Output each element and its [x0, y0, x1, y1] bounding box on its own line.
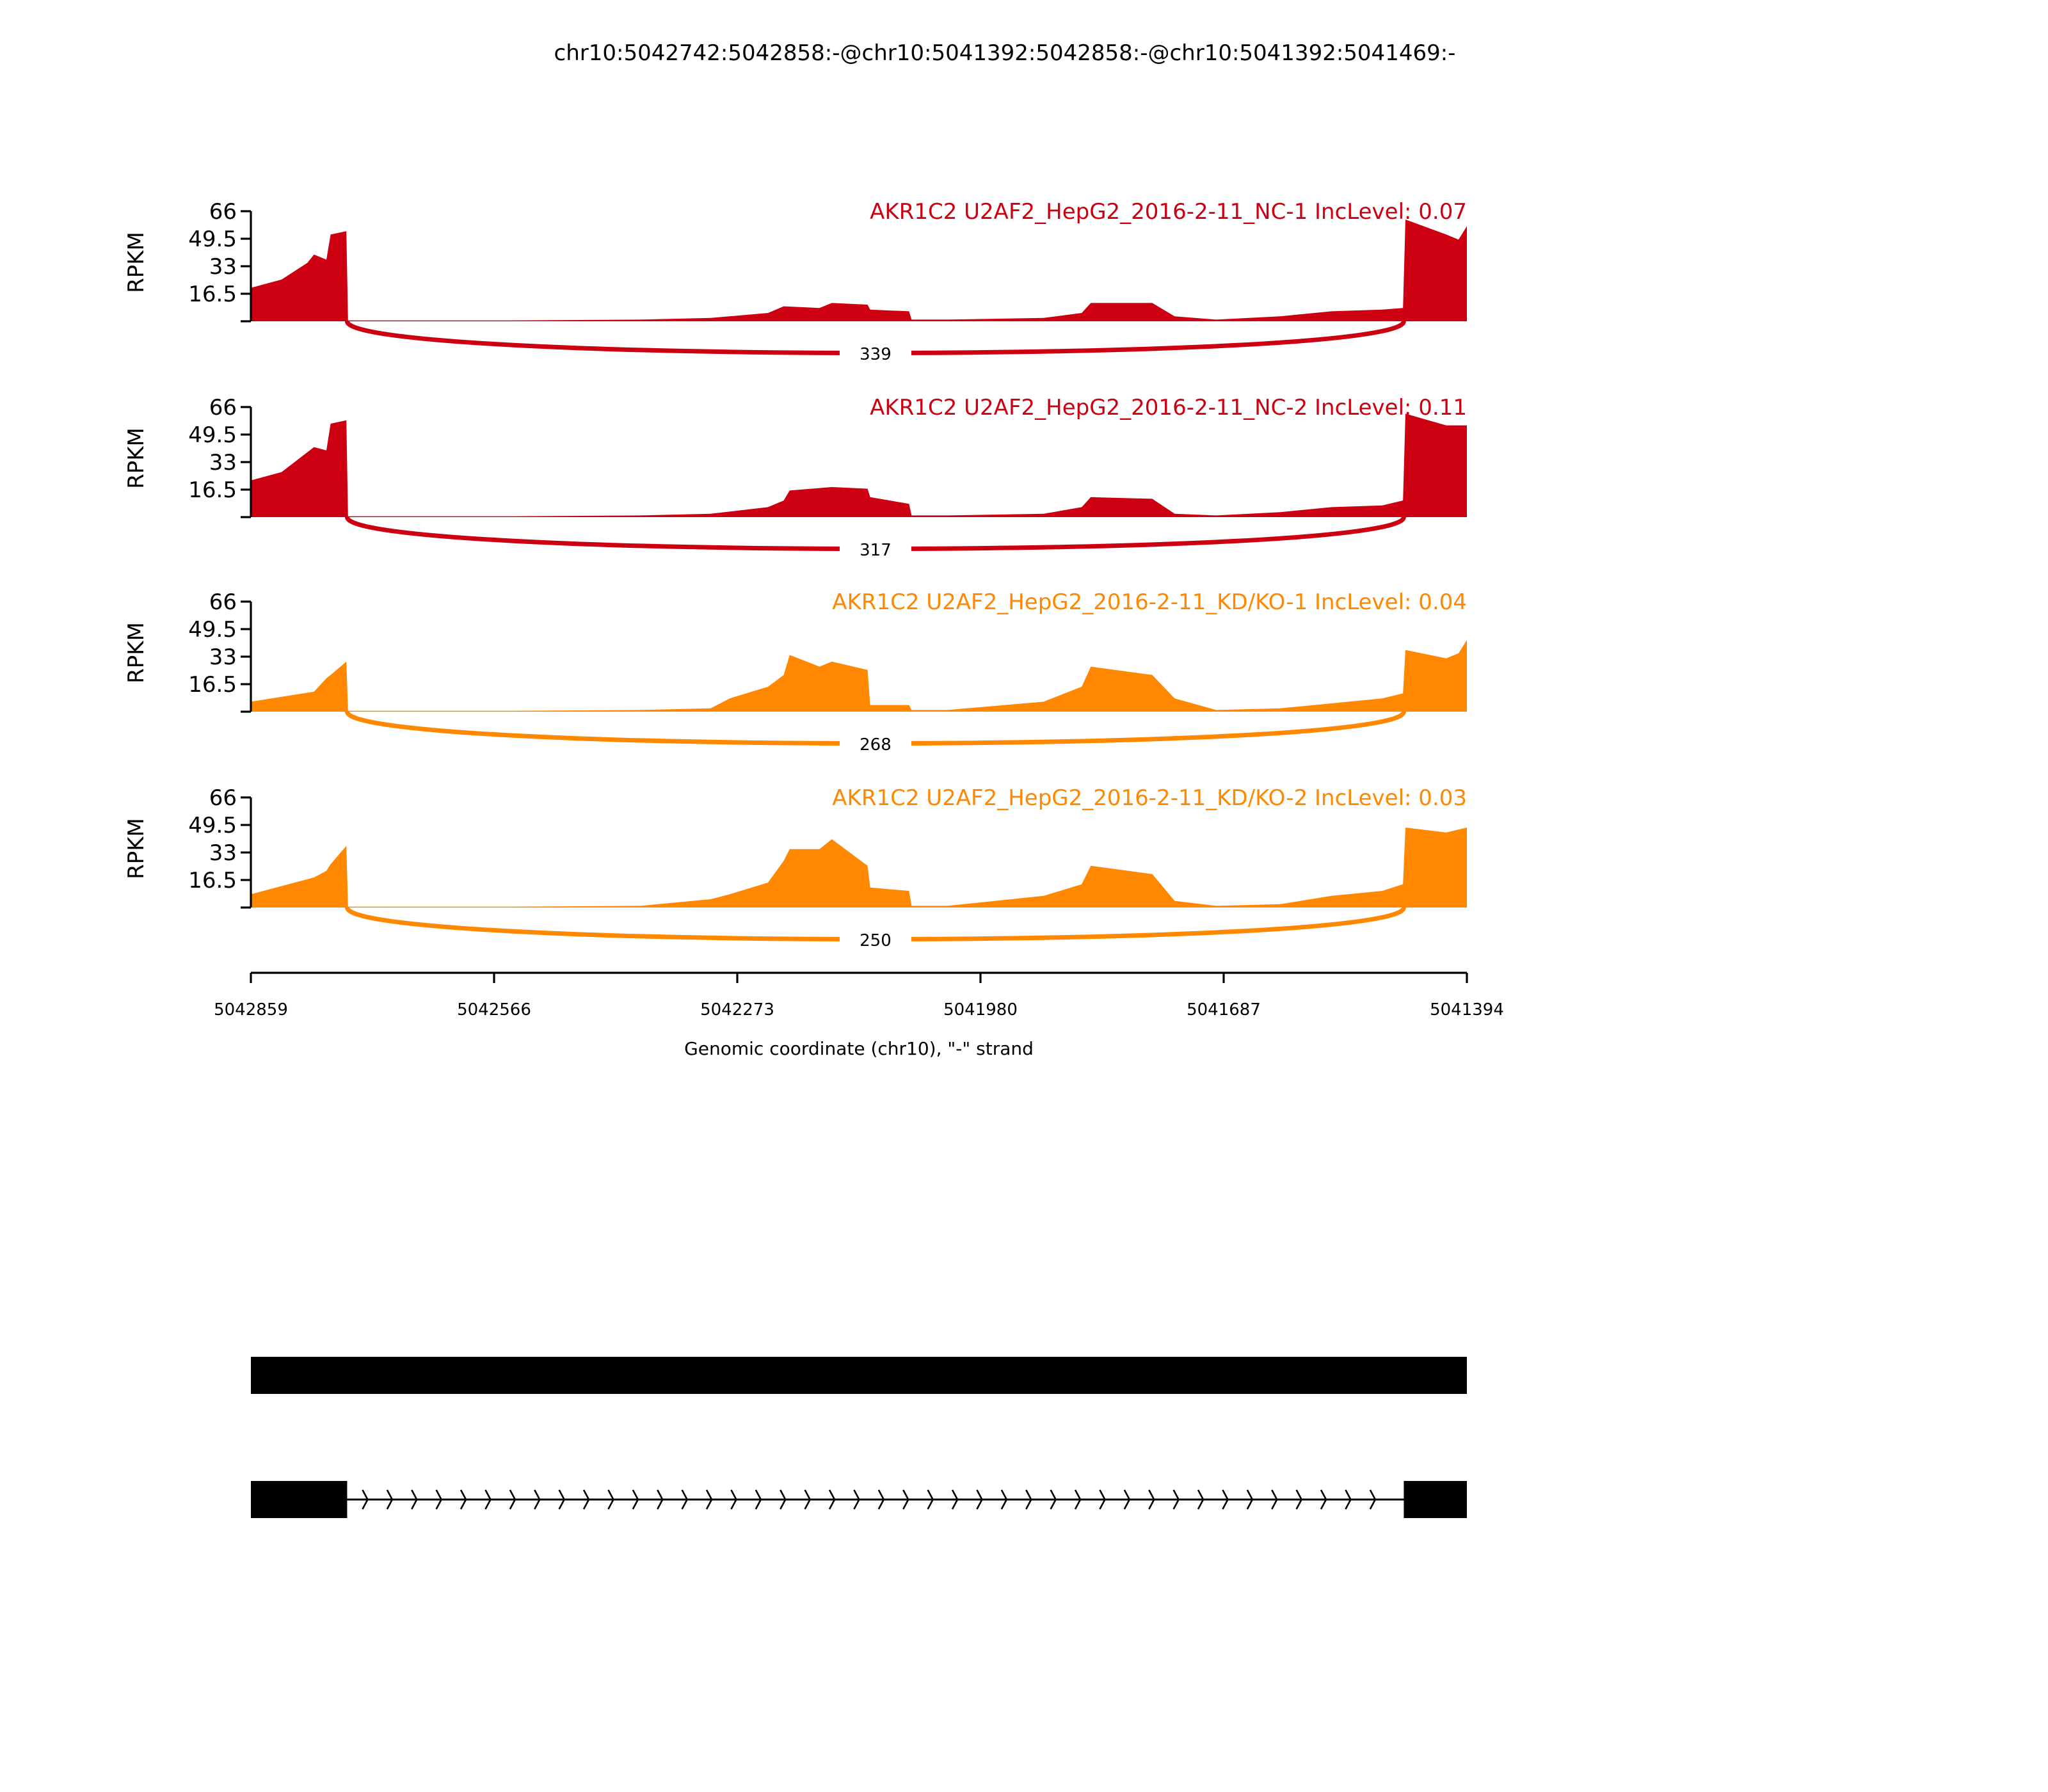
exon	[251, 1481, 348, 1518]
junction-label-box	[839, 925, 911, 954]
strand-chevron-icon	[460, 1489, 467, 1510]
strand-chevron-icon	[1123, 1489, 1131, 1510]
strand-chevron-icon	[1320, 1489, 1327, 1510]
strand-chevron-icon	[411, 1489, 418, 1510]
strand-chevron-icon	[386, 1489, 394, 1510]
strand-chevron-icon	[755, 1489, 762, 1510]
chart-title: chr10:5042742:5042858:-@chr10:5041392:50…	[554, 40, 1456, 66]
x-tick-label: 5041980	[943, 1000, 1018, 1020]
strand-chevron-icon	[828, 1489, 836, 1510]
y-tick-label: 33	[209, 450, 237, 476]
strand-chevron-icon	[1295, 1489, 1303, 1510]
strand-chevron-icon	[730, 1489, 737, 1510]
junction-label-box	[839, 339, 911, 367]
x-tick-label: 5041687	[1187, 1000, 1261, 1020]
coverage-area	[251, 413, 1467, 517]
transcript	[251, 1357, 1467, 1394]
coverage-area	[251, 828, 1467, 908]
strand-chevron-icon	[902, 1489, 909, 1510]
strand-chevron-icon	[1148, 1489, 1155, 1510]
strand-chevron-icon	[1345, 1489, 1352, 1510]
strand-chevron-icon	[1197, 1489, 1204, 1510]
exon	[1404, 1481, 1467, 1518]
strand-chevron-icon	[1000, 1489, 1008, 1510]
strand-chevron-icon	[804, 1489, 812, 1510]
junction-count: 268	[860, 735, 892, 755]
junction-label-box	[839, 535, 911, 563]
exon	[251, 1357, 1467, 1394]
strand-chevron-icon	[632, 1489, 639, 1510]
x-tick-label: 5042859	[214, 1000, 288, 1020]
y-axis-label: RPKM	[124, 818, 149, 879]
strand-chevron-icon	[951, 1489, 959, 1510]
junction-label-box	[839, 730, 911, 758]
track-label: AKR1C2 U2AF2_HepG2_2016-2-11_NC-1 IncLev…	[870, 199, 1467, 225]
y-tick-label: 66	[209, 199, 237, 225]
strand-chevron-icon	[705, 1489, 713, 1510]
y-tick-label: 16.5	[188, 672, 237, 698]
strand-chevron-icon	[534, 1489, 541, 1510]
y-axis-label: RPKM	[124, 428, 149, 489]
x-axis-label: Genomic coordinate (chr10), "-" strand	[684, 1038, 1034, 1059]
y-tick-label: 49.5	[188, 227, 237, 252]
strand-chevron-icon	[484, 1489, 492, 1510]
transcript	[251, 1481, 1467, 1518]
track-label: AKR1C2 U2AF2_HepG2_2016-2-11_KD/KO-1 Inc…	[832, 589, 1467, 615]
y-tick-label: 16.5	[188, 868, 237, 893]
junction-count: 317	[860, 541, 892, 560]
strand-chevron-icon	[1074, 1489, 1082, 1510]
junction-count: 250	[860, 931, 892, 950]
y-tick-label: 16.5	[188, 477, 237, 503]
y-tick-label: 33	[209, 840, 237, 866]
strand-chevron-icon	[853, 1489, 860, 1510]
strand-chevron-icon	[509, 1489, 516, 1510]
y-tick-label: 66	[209, 785, 237, 811]
y-tick-label: 16.5	[188, 282, 237, 307]
strand-chevron-icon	[1025, 1489, 1032, 1510]
x-tick-label: 5041394	[1430, 1000, 1504, 1020]
strand-chevron-icon	[877, 1489, 885, 1510]
x-axis: 5042859 5042566 5042273 5041980 5041687 50413…	[214, 972, 1504, 1020]
y-axis-label: RPKM	[124, 232, 149, 293]
track-label: AKR1C2 U2AF2_HepG2_2016-2-11_KD/KO-2 Inc…	[832, 785, 1467, 811]
strand-chevron-icon	[780, 1489, 787, 1510]
y-tick-label: 33	[209, 254, 237, 280]
strand-chevron-icon	[1271, 1489, 1278, 1510]
y-axis-label: RPKM	[124, 622, 149, 684]
strand-chevron-icon	[607, 1489, 614, 1510]
strand-chevron-icon	[1246, 1489, 1254, 1510]
strand-chevron-icon	[362, 1489, 369, 1510]
strand-chevron-icon	[582, 1489, 590, 1510]
strand-chevron-icon	[558, 1489, 566, 1510]
gene-models	[251, 1357, 1467, 1518]
strand-chevron-icon	[927, 1489, 934, 1510]
x-tick-label: 5042566	[457, 1000, 531, 1020]
coverage-area	[251, 220, 1467, 321]
coverage-area	[251, 640, 1467, 712]
strand-chevron-icon	[1172, 1489, 1180, 1510]
strand-chevron-icon	[976, 1489, 983, 1510]
y-tick-label: 33	[209, 644, 237, 670]
track-label: AKR1C2 U2AF2_HepG2_2016-2-11_NC-2 IncLev…	[870, 395, 1467, 420]
strand-chevron-icon	[1050, 1489, 1057, 1510]
strand-chevron-icon	[435, 1489, 443, 1510]
y-tick-label: 49.5	[188, 813, 237, 838]
strand-chevron-icon	[681, 1489, 689, 1510]
y-tick-label: 49.5	[188, 617, 237, 643]
strand-chevron-icon	[657, 1489, 664, 1510]
x-tick-label: 5042273	[700, 1000, 774, 1020]
strand-chevron-icon	[1369, 1489, 1377, 1510]
y-tick-label: 66	[209, 589, 237, 615]
strand-chevron-icon	[1099, 1489, 1106, 1510]
y-tick-label: 49.5	[188, 422, 237, 448]
strand-chevron-icon	[1222, 1489, 1229, 1510]
junction-count: 339	[860, 345, 892, 364]
y-tick-label: 66	[209, 395, 237, 420]
